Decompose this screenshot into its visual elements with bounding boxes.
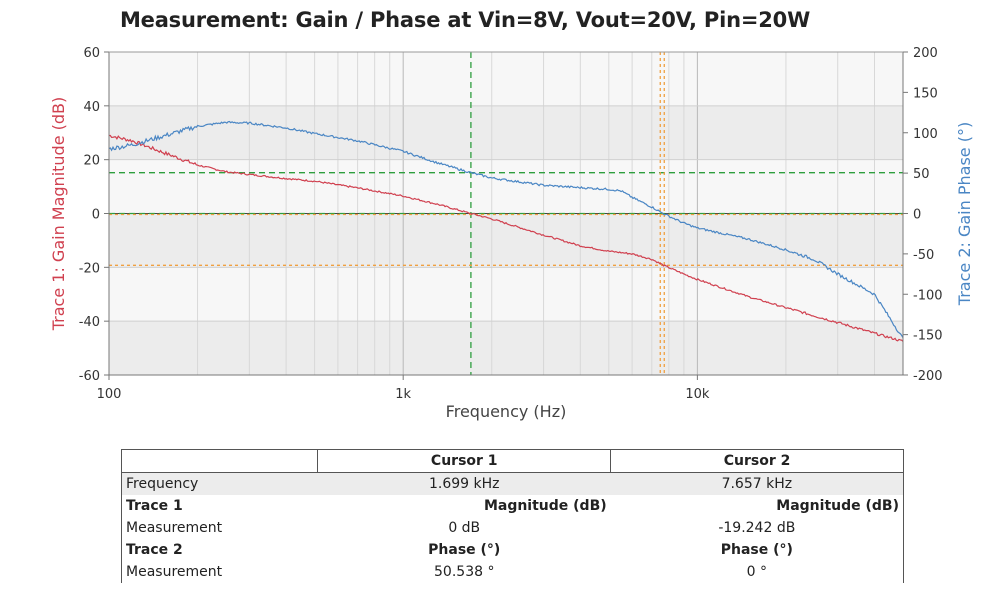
trace1-unit-c2: Magnitude (dB) (610, 495, 904, 517)
label-frequency: Frequency (120, 472, 318, 495)
cursor2-frequency: 7.657 kHz (610, 472, 904, 495)
cursor-table: Cursor 1 Cursor 2 Frequency 1.699 kHz 7.… (120, 449, 904, 583)
series-line-trace-2 (108, 120, 904, 339)
label-measurement-2: Measurement (120, 561, 318, 583)
trace1-value-c2: -19.242 dB (610, 517, 904, 539)
trace2-unit-c2: Phase (°) (610, 539, 904, 561)
bode-plot: 6040200-20-40-60200150100500-50-100-150-… (49, 46, 974, 421)
label-measurement-1: Measurement (120, 517, 318, 539)
plot-band (109, 321, 903, 375)
y-left-tick-label: 20 (83, 154, 100, 169)
y-left-tick-label: -40 (79, 315, 100, 330)
trace2-value-c1: 50.538 ° (434, 564, 495, 580)
x-tick-label: 100 (97, 387, 122, 402)
x-axis-label: Frequency (Hz) (446, 402, 567, 421)
y-right-tick-label: 150 (913, 86, 938, 101)
y-axis-left-label: Trace 1: Gain Magnitude (dB) (49, 97, 68, 332)
trace2-unit-c1: Phase (°) (428, 542, 501, 558)
chart-title: Measurement: Gain / Phase at Vin=8V, Vou… (119, 8, 811, 32)
table-row-trace2-measurement: Measurement 50.538 ° 0 ° (120, 561, 904, 583)
y-right-tick-label: 100 (913, 127, 938, 142)
y-left-tick-label: 40 (83, 100, 100, 115)
table-row-trace2-header: Trace 2 Phase (°) Phase (°) (120, 539, 904, 561)
table-row-frequency: Frequency 1.699 kHz 7.657 kHz (120, 472, 904, 495)
plot-series (108, 120, 904, 342)
series-line-trace-1 (109, 134, 904, 342)
plot-axes (104, 51, 908, 380)
trace2-value-c2: 0 ° (610, 561, 904, 583)
x-tick-label: 1k (395, 387, 411, 402)
label-trace2: Trace 2 (120, 539, 318, 561)
header-cursor-2: Cursor 2 (610, 449, 904, 473)
cursor-lines (109, 52, 903, 375)
axis-labels: 6040200-20-40-60200150100500-50-100-150-… (49, 46, 974, 421)
y-right-tick-label: 0 (913, 208, 921, 223)
plot-band (109, 213, 903, 268)
trace1-value-c1: 0 dB (448, 520, 481, 536)
y-left-tick-label: 60 (83, 46, 100, 61)
y-right-tick-label: -150 (913, 329, 943, 344)
header-empty (120, 449, 318, 473)
table-header-row: Cursor 1 Cursor 2 (120, 449, 904, 473)
y-axis-right-label: Trace 2: Gain Phase (°) (955, 122, 974, 306)
table-row-trace1-measurement: Measurement 0 dB -19.242 dB (120, 517, 904, 539)
cursor1-frequency: 1.699 kHz (317, 472, 611, 495)
plot-band (109, 105, 903, 160)
y-left-tick-label: 0 (92, 208, 100, 223)
y-right-tick-label: 200 (913, 46, 938, 61)
y-right-tick-label: -200 (913, 369, 943, 384)
y-left-tick-label: -60 (79, 369, 100, 384)
y-right-tick-label: -100 (913, 288, 943, 303)
trace1-unit-c1: Magnitude (dB) (483, 498, 607, 514)
label-trace1: Trace 1 (120, 495, 318, 517)
table-row-trace1-header: Trace 1 Magnitude (dB) Magnitude (dB) (120, 495, 904, 517)
y-right-tick-label: -50 (913, 248, 934, 263)
x-tick-label: 10k (685, 387, 710, 402)
y-left-tick-label: -20 (79, 261, 100, 276)
header-cursor-1: Cursor 1 (317, 449, 611, 473)
plot-bands (109, 105, 903, 375)
y-right-tick-label: 50 (913, 167, 930, 182)
